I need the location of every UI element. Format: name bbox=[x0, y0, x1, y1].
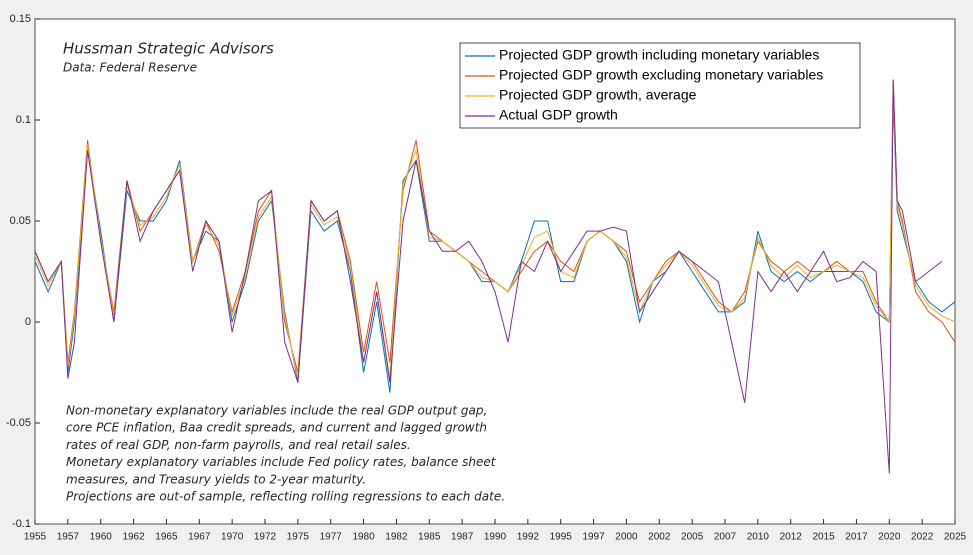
annotation-line: Non-monetary explanatory variables inclu… bbox=[66, 404, 487, 418]
x-tick-label: 1977 bbox=[320, 532, 343, 543]
chart-subtitle: Data: Federal Reserve bbox=[63, 61, 197, 75]
x-tick-label: 2007 bbox=[714, 532, 737, 543]
x-tick-label: 1980 bbox=[352, 532, 375, 543]
legend: Projected GDP growth including monetary … bbox=[459, 42, 861, 129]
x-tick-label: 1985 bbox=[418, 532, 441, 543]
x-tick-label: 1995 bbox=[550, 532, 573, 543]
x-tick-label: 1987 bbox=[451, 532, 474, 543]
x-tick-label: 1982 bbox=[385, 532, 408, 543]
x-tick-label: 2012 bbox=[780, 532, 803, 543]
y-tick-label: -0.1 bbox=[12, 518, 31, 530]
x-tick-label: 1992 bbox=[517, 532, 540, 543]
x-tick-label: 1965 bbox=[155, 532, 178, 543]
x-tick-label: 2005 bbox=[681, 532, 704, 543]
y-tick-label: 0.15 bbox=[10, 13, 31, 25]
annotation: Non-monetary explanatory variables inclu… bbox=[66, 404, 505, 504]
annotation-line: Monetary explanatory variables include F… bbox=[66, 455, 497, 469]
x-tick-label: 1962 bbox=[122, 532, 145, 543]
y-tick-label: 0.1 bbox=[16, 114, 31, 126]
x-tick-label: 1967 bbox=[188, 532, 211, 543]
y-tick-label: -0.05 bbox=[6, 417, 31, 429]
annotation-line: rates of real GDP, non-farm payrolls, an… bbox=[66, 438, 411, 452]
annotation-line: core PCE inflation, Baa credit spreads, … bbox=[66, 421, 487, 435]
x-tick-label: 1975 bbox=[287, 532, 310, 543]
x-tick-label: 2010 bbox=[747, 532, 770, 543]
annotation-line: measures, and Treasury yields to 2-year … bbox=[66, 472, 366, 486]
x-tick-label: 2022 bbox=[911, 532, 934, 543]
y-tick-label: 0.05 bbox=[10, 215, 31, 227]
x-tick-label: 2017 bbox=[845, 532, 868, 543]
x-tick-label: 2000 bbox=[615, 532, 638, 543]
x-tick-label: 2002 bbox=[648, 532, 671, 543]
chart-title: Hussman Strategic Advisors bbox=[63, 40, 274, 58]
legend-label: Projected GDP growth, average bbox=[499, 87, 697, 103]
x-tick-label: 1960 bbox=[90, 532, 113, 543]
annotation-line: Projections are out-of sample, reflectin… bbox=[66, 490, 505, 504]
x-tick-label: 1957 bbox=[57, 532, 80, 543]
x-tick-label: 1990 bbox=[484, 532, 507, 543]
legend-box bbox=[459, 42, 861, 129]
legend-label: Actual GDP growth bbox=[499, 107, 618, 123]
x-tick-label: 1972 bbox=[254, 532, 277, 543]
legend-label: Projected GDP growth excluding monetary … bbox=[499, 67, 823, 83]
x-tick-label: 2015 bbox=[812, 532, 835, 543]
y-tick-label: 0 bbox=[25, 316, 31, 328]
x-tick-label: 2025 bbox=[944, 532, 967, 543]
series-line bbox=[34, 79, 943, 474]
x-tick-label: 1970 bbox=[221, 532, 244, 543]
lines bbox=[34, 79, 956, 474]
x-tick-label: 2020 bbox=[878, 532, 901, 543]
legend-label: Projected GDP growth including monetary … bbox=[499, 47, 819, 63]
x-tick-label: 1955 bbox=[24, 532, 47, 543]
series-line bbox=[34, 89, 956, 379]
x-tick-label: 1997 bbox=[582, 532, 605, 543]
